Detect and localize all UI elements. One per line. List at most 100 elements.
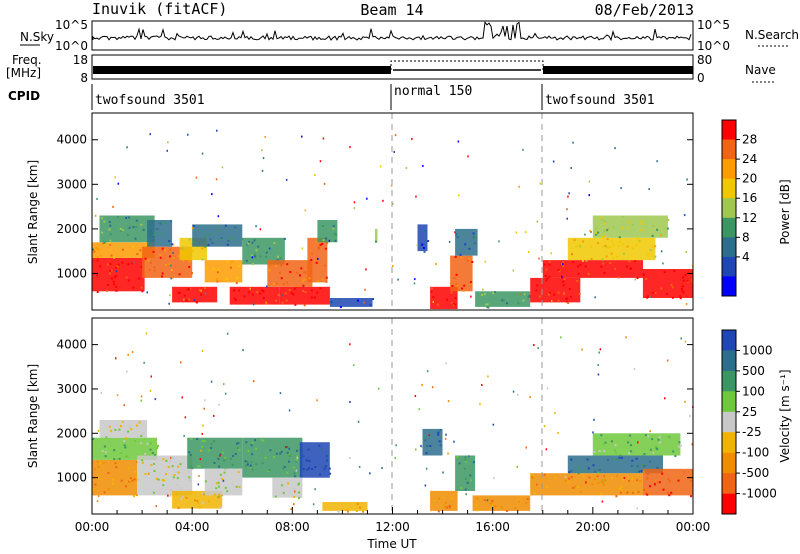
velocity-noise-point	[293, 503, 295, 506]
velocity-noise-point	[517, 393, 519, 396]
power-speckle	[605, 255, 608, 258]
velocity-noise-point	[493, 477, 495, 480]
velocity-speckle	[288, 454, 291, 457]
velocity-noise-point	[199, 458, 202, 461]
power-colorbar-swatch	[722, 237, 736, 258]
velocity-noise-point	[296, 457, 299, 459]
velocity-noise-point	[247, 463, 249, 466]
velocity-speckle	[433, 499, 436, 502]
power-colorbar-swatch	[722, 120, 736, 140]
power-noise-point	[494, 291, 496, 294]
power-speckle	[195, 300, 198, 303]
power-noise-point	[281, 294, 283, 297]
velocity-speckle	[140, 435, 143, 437]
velocity-speckle	[489, 502, 492, 505]
power-speckle	[502, 299, 505, 302]
power-speckle	[501, 299, 504, 302]
velocity-speckle	[118, 457, 121, 460]
velocity-noise-point	[123, 404, 125, 407]
velocity-noise-point	[529, 396, 531, 399]
power-speckle	[597, 231, 600, 234]
power-speckle	[179, 247, 182, 250]
velocity-noise-point	[487, 375, 489, 378]
freq-tick-bottom: 8	[80, 71, 88, 85]
power-speckle	[654, 292, 657, 294]
power-speckle	[486, 303, 489, 306]
velocity-noise-point	[198, 475, 200, 477]
power-speckle	[99, 254, 102, 257]
power-speckle	[148, 268, 151, 271]
velocity-speckle	[269, 449, 272, 452]
velocity-speckle	[210, 442, 213, 445]
power-noise-point	[92, 248, 94, 251]
power-speckle	[152, 250, 155, 253]
velocity-speckle	[362, 510, 365, 513]
power-ytick-label: 3000	[56, 177, 87, 191]
power-speckle	[562, 280, 565, 283]
velocity-speckle	[668, 494, 671, 497]
power-speckle	[227, 239, 230, 242]
velocity-noise-point	[349, 457, 351, 459]
power-noise-point	[117, 182, 120, 185]
velocity-speckle	[286, 451, 289, 454]
velocity-region	[187, 437, 243, 469]
power-speckle	[186, 299, 189, 302]
power-speckle	[109, 263, 112, 265]
power-speckle	[553, 293, 556, 296]
velocity-speckle	[120, 479, 123, 482]
velocity-speckle	[161, 479, 164, 481]
velocity-speckle	[221, 451, 224, 454]
power-speckle	[121, 248, 124, 251]
velocity-colorbar: 1000 500 100 25 -25 -100 -500 -1000	[721, 329, 777, 515]
velocity-speckle	[153, 470, 156, 472]
power-noise-point	[551, 300, 553, 303]
velocity-noise-point	[468, 455, 470, 458]
power-speckle	[302, 279, 305, 282]
nsearch-label: N.Search	[745, 28, 799, 42]
power-speckle	[152, 235, 155, 238]
power-speckle	[621, 215, 624, 218]
power-noise-point	[552, 160, 555, 163]
power-colorbar-swatch	[722, 159, 736, 179]
velocity-noise-point	[381, 467, 383, 470]
velocity-panel: 1000 2000 3000 4000 00:00 04:00 08:00 12:00 16:…	[26, 317, 792, 551]
velocity-speckle	[437, 497, 440, 500]
power-noise-point	[550, 252, 552, 255]
power-speckle	[325, 280, 328, 283]
power-speckle	[572, 261, 575, 264]
power-speckle	[649, 249, 652, 252]
velocity-speckle	[464, 488, 467, 491]
velocity-noise-point	[592, 431, 594, 434]
velocity-speckle	[201, 445, 203, 448]
velocity-speckle	[103, 491, 106, 494]
power-speckle	[234, 226, 237, 229]
velocity-region	[272, 477, 303, 498]
velocity-speckle	[657, 467, 660, 470]
velocity-speckle	[636, 465, 639, 468]
velocity-speckle	[640, 464, 643, 467]
power-speckle	[191, 272, 193, 275]
power-speckle	[578, 293, 581, 295]
power-region	[475, 291, 531, 307]
velocity-speckle	[101, 449, 104, 452]
power-noise-point	[432, 301, 434, 303]
power-speckle	[171, 243, 174, 246]
power-speckle	[546, 277, 549, 280]
velocity-speckle	[96, 461, 99, 463]
power-speckle	[215, 278, 218, 281]
velocity-speckle	[107, 471, 110, 474]
velocity-noise-point	[598, 351, 600, 354]
power-region	[204, 260, 243, 283]
power-noise-point	[114, 176, 116, 179]
velocity-ytick-label: 2000	[56, 426, 87, 440]
power-noise-point	[614, 147, 616, 150]
velocity-xtick-label: 00:00	[75, 520, 110, 534]
power-speckle	[548, 292, 551, 294]
velocity-speckle	[670, 491, 673, 494]
velocity-speckle	[136, 494, 138, 497]
velocity-speckle	[674, 455, 677, 458]
velocity-speckle	[279, 452, 282, 455]
velocity-speckle	[308, 467, 311, 470]
power-speckle	[170, 220, 172, 223]
power-speckle	[207, 233, 210, 235]
